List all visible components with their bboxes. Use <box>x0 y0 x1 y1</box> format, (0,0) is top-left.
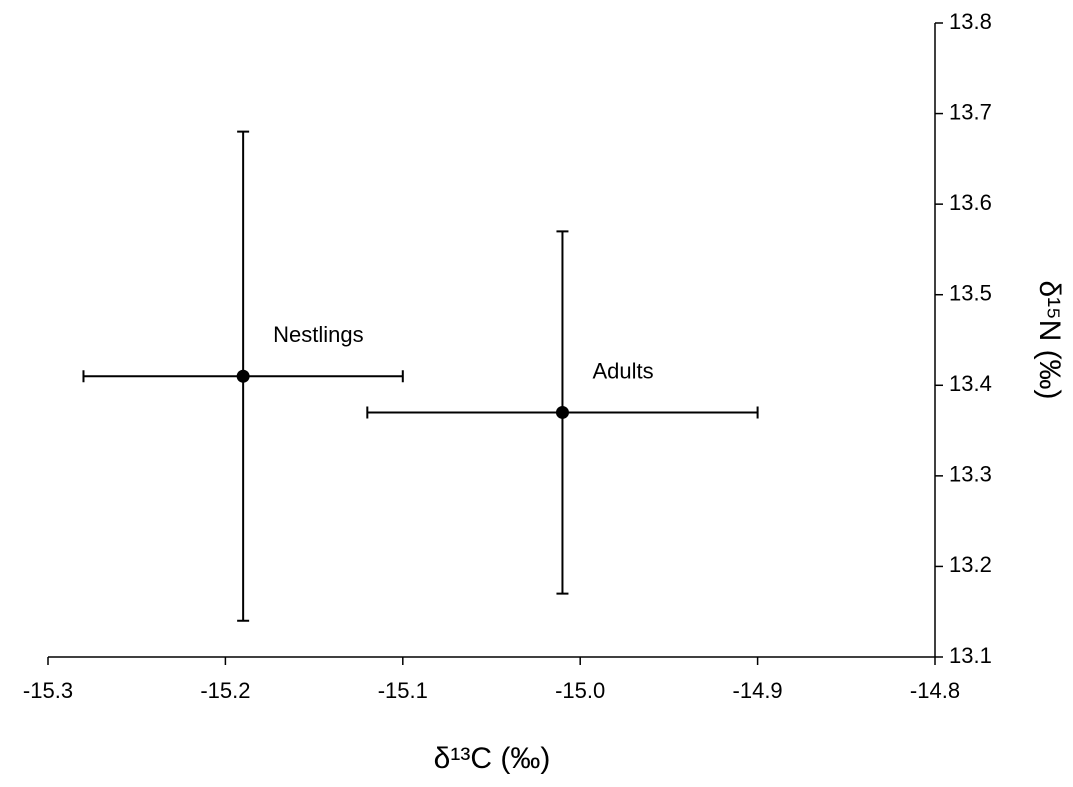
x-tick-label: -15.0 <box>555 678 605 703</box>
y-tick-label: 13.7 <box>949 99 992 124</box>
y-tick-label: 13.2 <box>949 552 992 577</box>
point-label: Nestlings <box>273 322 363 347</box>
point-label: Adults <box>592 358 653 383</box>
point <box>555 405 569 419</box>
y-tick-label: 13.8 <box>949 9 992 34</box>
point <box>236 369 250 383</box>
y-tick-label: 13.4 <box>949 371 992 396</box>
y-axis-title: δ¹⁵N (‰) <box>1033 280 1066 399</box>
x-tick-label: -15.2 <box>200 678 250 703</box>
x-tick-label: -15.1 <box>378 678 428 703</box>
x-tick-label: -15.3 <box>23 678 73 703</box>
x-axis-title: δ¹³C (‰) <box>434 742 551 775</box>
x-tick-label: -14.9 <box>733 678 783 703</box>
y-tick-label: 13.3 <box>949 462 992 487</box>
x-tick-label: -14.8 <box>910 678 960 703</box>
y-tick-label: 13.5 <box>949 281 992 306</box>
y-tick-label: 13.6 <box>949 190 992 215</box>
y-tick-label: 13.1 <box>949 643 992 668</box>
